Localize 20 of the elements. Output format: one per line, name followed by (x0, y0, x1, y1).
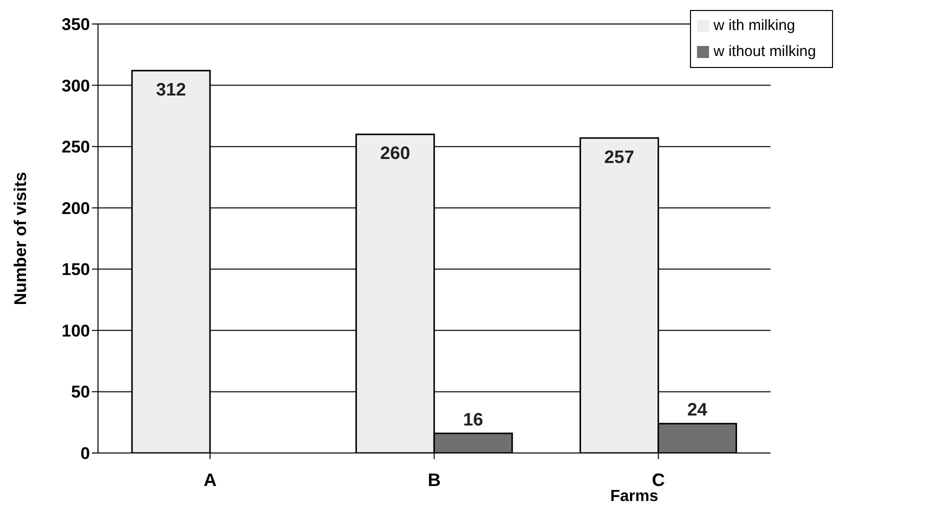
x-axis-title: Farms (610, 488, 658, 505)
data-label: 260 (380, 143, 410, 164)
legend-label: w ithout milking (713, 43, 816, 60)
y-axis-title: Number of visits (11, 172, 30, 306)
y-tick-label: 350 (62, 15, 90, 34)
y-tick-label: 250 (62, 138, 90, 157)
data-label: 257 (604, 146, 634, 167)
y-tick-label: 200 (62, 198, 90, 218)
x-tick-label: C (652, 470, 665, 490)
y-tick-label: 50 (71, 382, 90, 402)
y-tick-label: 300 (62, 76, 90, 96)
data-label: 16 (463, 409, 484, 430)
data-label: 312 (156, 79, 186, 100)
y-tick-label: 150 (62, 260, 90, 280)
x-tick-label: A (204, 470, 217, 490)
legend-label: w ith milking (713, 17, 796, 34)
x-tick-label: B (428, 470, 441, 490)
y-tick-label: 0 (80, 444, 90, 464)
y-tick-label: 100 (62, 321, 90, 340)
data-label: 24 (687, 400, 708, 420)
